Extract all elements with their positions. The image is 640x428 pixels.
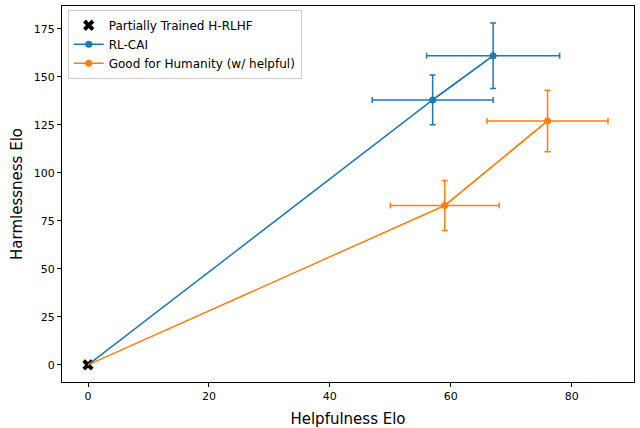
svg-text:RL-CAI: RL-CAI: [109, 38, 148, 52]
svg-text:125: 125: [34, 119, 55, 132]
svg-text:Harmlessness Elo: Harmlessness Elo: [8, 128, 26, 260]
svg-text:60: 60: [444, 390, 458, 403]
svg-text:Partially Trained H-RLHF: Partially Trained H-RLHF: [109, 19, 253, 33]
svg-text:150: 150: [34, 71, 55, 84]
svg-text:175: 175: [34, 23, 55, 36]
svg-text:25: 25: [41, 311, 55, 324]
svg-text:Good for Humanity (w/ helpful): Good for Humanity (w/ helpful): [109, 57, 295, 71]
svg-text:Helpfulness Elo: Helpfulness Elo: [290, 410, 405, 428]
svg-text:100: 100: [34, 167, 55, 180]
svg-text:0: 0: [48, 359, 55, 372]
svg-text:0: 0: [85, 390, 92, 403]
svg-text:75: 75: [41, 215, 55, 228]
svg-text:80: 80: [565, 390, 579, 403]
svg-text:40: 40: [323, 390, 337, 403]
svg-text:20: 20: [202, 390, 216, 403]
svg-text:50: 50: [41, 263, 55, 276]
